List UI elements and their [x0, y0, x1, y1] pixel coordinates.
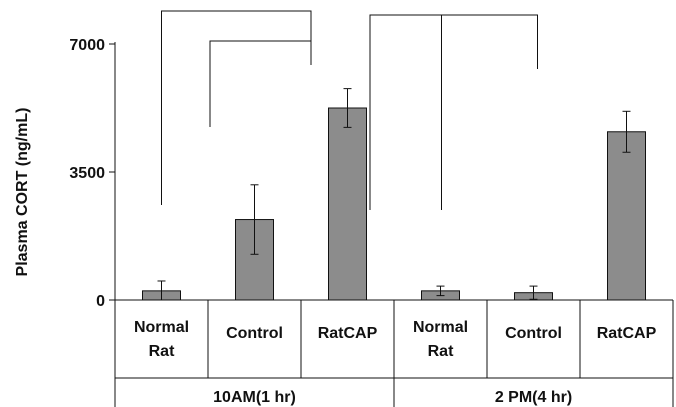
category-label: RatCAP: [318, 325, 378, 342]
category-label-line: RatCAP: [597, 325, 657, 342]
category-label: Normal Rat: [413, 319, 468, 360]
category-label-line: Rat: [149, 343, 175, 360]
significance-brackets: [161, 10, 538, 210]
category-label-line: Rat: [428, 343, 454, 360]
bar: [328, 107, 367, 301]
y-tick-label: 7000: [69, 37, 105, 54]
category-label-line: Control: [505, 325, 562, 342]
y-tick-label: 3500: [69, 165, 105, 182]
category-label-line: Normal: [134, 319, 189, 336]
category-label: Control: [226, 325, 283, 342]
bracket-control-ratcap-1: [209, 40, 311, 127]
category-label-line: Control: [226, 325, 283, 342]
bracket-ratcap-control-2: [369, 14, 538, 210]
bars: [142, 107, 646, 301]
category-label: Normal Rat: [134, 319, 189, 360]
bar: [607, 131, 646, 301]
category-label-line: Normal: [413, 319, 468, 336]
y-axis-title: Plasma CORT (ng/mL): [14, 108, 31, 277]
bar: [235, 219, 274, 301]
axis-labels: 0 3500 7000 Plasma CORT (ng/mL) Normal Rat Con…: [14, 37, 657, 406]
bracket-normal-ratcap-1: [161, 10, 312, 205]
category-label-line: RatCAP: [318, 325, 378, 342]
axes: [109, 42, 674, 407]
category-label: Control: [505, 325, 562, 342]
category-label: RatCAP: [597, 325, 657, 342]
group-label: 10AM(1 hr): [213, 389, 296, 406]
group-label: 2 PM(4 hr): [495, 389, 572, 406]
y-tick-label: 0: [96, 293, 105, 310]
error-bars: [157, 88, 631, 301]
